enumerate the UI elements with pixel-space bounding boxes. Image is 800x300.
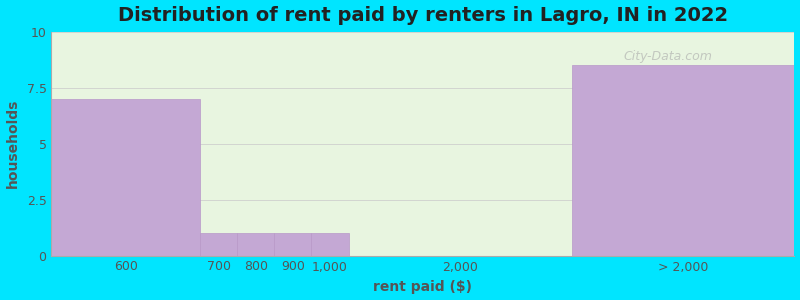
- Title: Distribution of rent paid by renters in Lagro, IN in 2022: Distribution of rent paid by renters in …: [118, 6, 728, 25]
- Bar: [571, 65, 794, 256]
- Bar: [51, 99, 200, 256]
- X-axis label: rent paid ($): rent paid ($): [374, 280, 473, 294]
- Bar: [311, 233, 349, 256]
- Text: City-Data.com: City-Data.com: [623, 50, 713, 63]
- Bar: [274, 233, 311, 256]
- Bar: [237, 233, 274, 256]
- Y-axis label: households: households: [6, 99, 19, 188]
- Bar: [200, 233, 237, 256]
